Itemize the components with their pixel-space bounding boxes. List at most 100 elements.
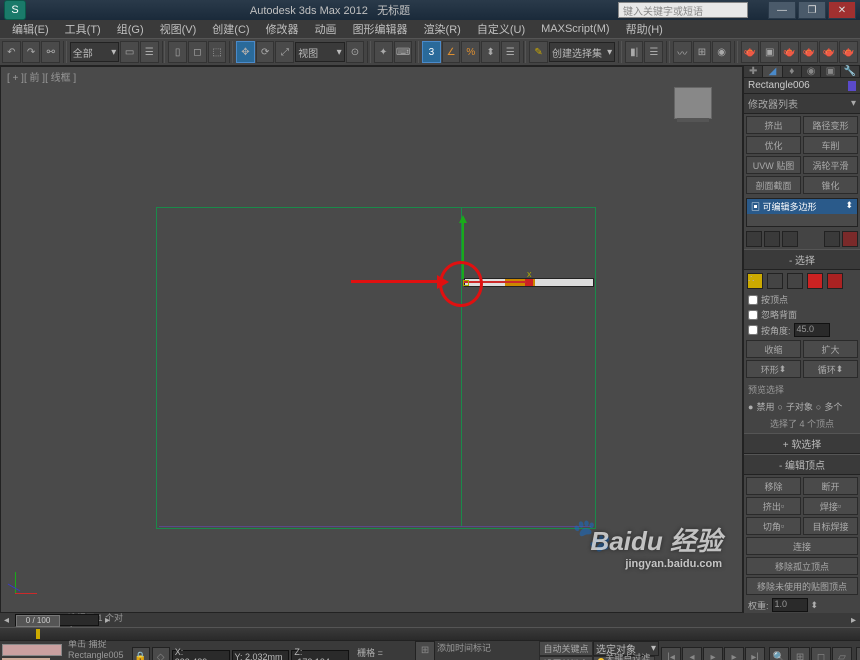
btn-connect[interactable]: 连接	[746, 537, 858, 555]
viewport-front[interactable]: [ + ][ 前 ][ 线框 ] x 🐾 Baidu 经验 jingyan.ba…	[0, 66, 743, 613]
mod-extrude[interactable]: 挤出	[746, 116, 801, 134]
menu-render[interactable]: 渲染(R)	[416, 21, 469, 37]
angle-snap-button[interactable]: ∠	[442, 41, 461, 63]
manipulate-button[interactable]: ✦	[374, 41, 393, 63]
btn-remove-iso[interactable]: 移除孤立顶点	[746, 557, 858, 575]
edit-named-button[interactable]: ☰	[501, 41, 520, 63]
tab-utilities[interactable]: 🔧	[841, 66, 860, 77]
menu-create[interactable]: 创建(C)	[204, 21, 257, 37]
time-slider[interactable]: 0 / 100	[15, 614, 99, 626]
render-iter-button[interactable]: 🫖	[819, 41, 838, 63]
tab-create[interactable]: ✚	[744, 66, 763, 77]
rollout-softsel[interactable]: + 软选择	[744, 433, 860, 454]
select-name-button[interactable]: ☰	[140, 41, 159, 63]
add-time-tag[interactable]: 添加时间标记	[437, 641, 491, 660]
play-next-button[interactable]: ▸	[724, 647, 744, 660]
menu-view[interactable]: 视图(V)	[152, 21, 205, 37]
mod-turbo[interactable]: 涡轮平滑	[803, 156, 858, 174]
iso-button[interactable]: ◇	[152, 647, 170, 660]
menu-animation[interactable]: 动画	[307, 21, 345, 37]
weight-field[interactable]: 权重: 1.0 ⬍	[744, 597, 860, 613]
setkey-button[interactable]: 设置关键点	[539, 656, 593, 660]
redo-button[interactable]: ↷	[22, 41, 41, 63]
subobj-polygon[interactable]	[807, 273, 823, 289]
rollout-selection[interactable]: - 选择	[744, 249, 860, 270]
modifier-list-dropdown[interactable]: 修改器列表▾	[744, 94, 860, 114]
select-region-button[interactable]: ◻	[188, 41, 207, 63]
align-button[interactable]: ▮|	[625, 41, 644, 63]
script-listener[interactable]	[2, 644, 62, 656]
layers-button[interactable]: ☰	[644, 41, 663, 63]
viewcube[interactable]	[674, 87, 712, 119]
schematic-button[interactable]: ⊞	[693, 41, 712, 63]
tab-modify[interactable]: ◢	[763, 66, 782, 77]
window-crossing-button[interactable]: ⬚	[208, 41, 227, 63]
preview-radios[interactable]: ● 禁用 ○ 子对象 ○ 多个	[744, 399, 860, 414]
btn-ring[interactable]: 环形 ⬍	[746, 360, 801, 378]
btn-chamfer[interactable]: 切角 ▫	[746, 517, 801, 535]
subobj-edge[interactable]	[767, 273, 783, 289]
btn-target-weld[interactable]: 目标焊接	[803, 517, 858, 535]
menu-customize[interactable]: 自定义(U)	[469, 21, 533, 37]
chk-by-vertex[interactable]: 按顶点	[744, 292, 860, 307]
select-object-button[interactable]: ▯	[168, 41, 187, 63]
mod-section[interactable]: 剖面截面	[746, 176, 801, 194]
select-button[interactable]: ▭	[120, 41, 139, 63]
menu-maxscript[interactable]: MAXScript(M)	[533, 23, 617, 35]
btn-weld[interactable]: 焊接 ▫	[803, 497, 858, 515]
rollout-editvertex[interactable]: - 编辑顶点	[744, 454, 860, 475]
btn-grow[interactable]: 扩大	[803, 340, 858, 358]
render-prod-button[interactable]: 🫖	[800, 41, 819, 63]
spinner-snap-button[interactable]: ⬍	[481, 41, 500, 63]
mod-optimize[interactable]: 优化	[746, 136, 801, 154]
maximize-button[interactable]: ❐	[798, 1, 826, 19]
menu-tools[interactable]: 工具(T)	[57, 21, 109, 37]
render-setup-button[interactable]: 🫖	[741, 41, 760, 63]
play-end-button[interactable]: ▸|	[745, 647, 765, 660]
mod-uvw[interactable]: UVW 贴图	[746, 156, 801, 174]
btn-extrude[interactable]: 挤出 ▫	[746, 497, 801, 515]
play-prev-button[interactable]: ◂	[682, 647, 702, 660]
menu-modifiers[interactable]: 修改器	[258, 21, 307, 37]
mirror-button[interactable]: ✎	[529, 41, 548, 63]
subobj-vertex[interactable]: ∴	[747, 273, 763, 289]
ref-coord-dropdown[interactable]: 视图▾	[295, 42, 344, 62]
stack-config-icon[interactable]	[842, 231, 858, 247]
chk-ignore-backfacing[interactable]: 忽略背面	[744, 307, 860, 322]
move-button[interactable]: ✥	[236, 41, 255, 63]
tab-display[interactable]: ▣	[821, 66, 840, 77]
stack-remove-icon[interactable]	[824, 231, 840, 247]
rotate-button[interactable]: ⟳	[256, 41, 275, 63]
curve-editor-button[interactable]: 〰	[673, 41, 692, 63]
pivot-button[interactable]: ⊙	[346, 41, 365, 63]
mod-lathe[interactable]: 车削	[803, 136, 858, 154]
render-frame-button[interactable]: ▣	[760, 41, 779, 63]
material-button[interactable]: ◉	[712, 41, 731, 63]
tab-hierarchy[interactable]: ♦	[783, 66, 802, 77]
stack-item-editpoly[interactable]: ▣ 可编辑多边形⬍	[747, 199, 857, 214]
btn-break[interactable]: 断开	[803, 477, 858, 495]
nav-zoom-button[interactable]: 🔍	[769, 647, 789, 660]
menu-edit[interactable]: 编辑(E)	[4, 21, 57, 37]
menu-group[interactable]: 组(G)	[109, 21, 152, 37]
play-start-button[interactable]: |◂	[661, 647, 681, 660]
btn-loop[interactable]: 循环 ⬍	[803, 360, 858, 378]
time-ruler[interactable]	[0, 627, 860, 640]
undo-button[interactable]: ↶	[2, 41, 21, 63]
mod-pathdeform[interactable]: 路径变形	[803, 116, 858, 134]
subobj-border[interactable]	[787, 273, 803, 289]
stack-pin-icon[interactable]	[746, 231, 762, 247]
modifier-stack[interactable]: ▣ 可编辑多边形⬍	[746, 198, 858, 227]
scale-button[interactable]: ⤢	[275, 41, 294, 63]
time-config-icon[interactable]: ⊞	[415, 641, 435, 660]
render-last-button[interactable]: 🫖	[839, 41, 858, 63]
btn-shrink[interactable]: 收缩	[746, 340, 801, 358]
menu-help[interactable]: 帮助(H)	[618, 21, 671, 37]
snap-button[interactable]: 3	[422, 41, 441, 63]
subobj-element[interactable]	[827, 273, 843, 289]
link-button[interactable]: ⚯	[41, 41, 60, 63]
coord-x[interactable]: X: 233.489mm	[172, 650, 230, 660]
nav-extents-button[interactable]: ◻	[811, 647, 831, 660]
help-search-input[interactable]: 键入关键字或短语	[618, 2, 748, 18]
coord-z[interactable]: Z: -172.134mm	[291, 650, 349, 660]
